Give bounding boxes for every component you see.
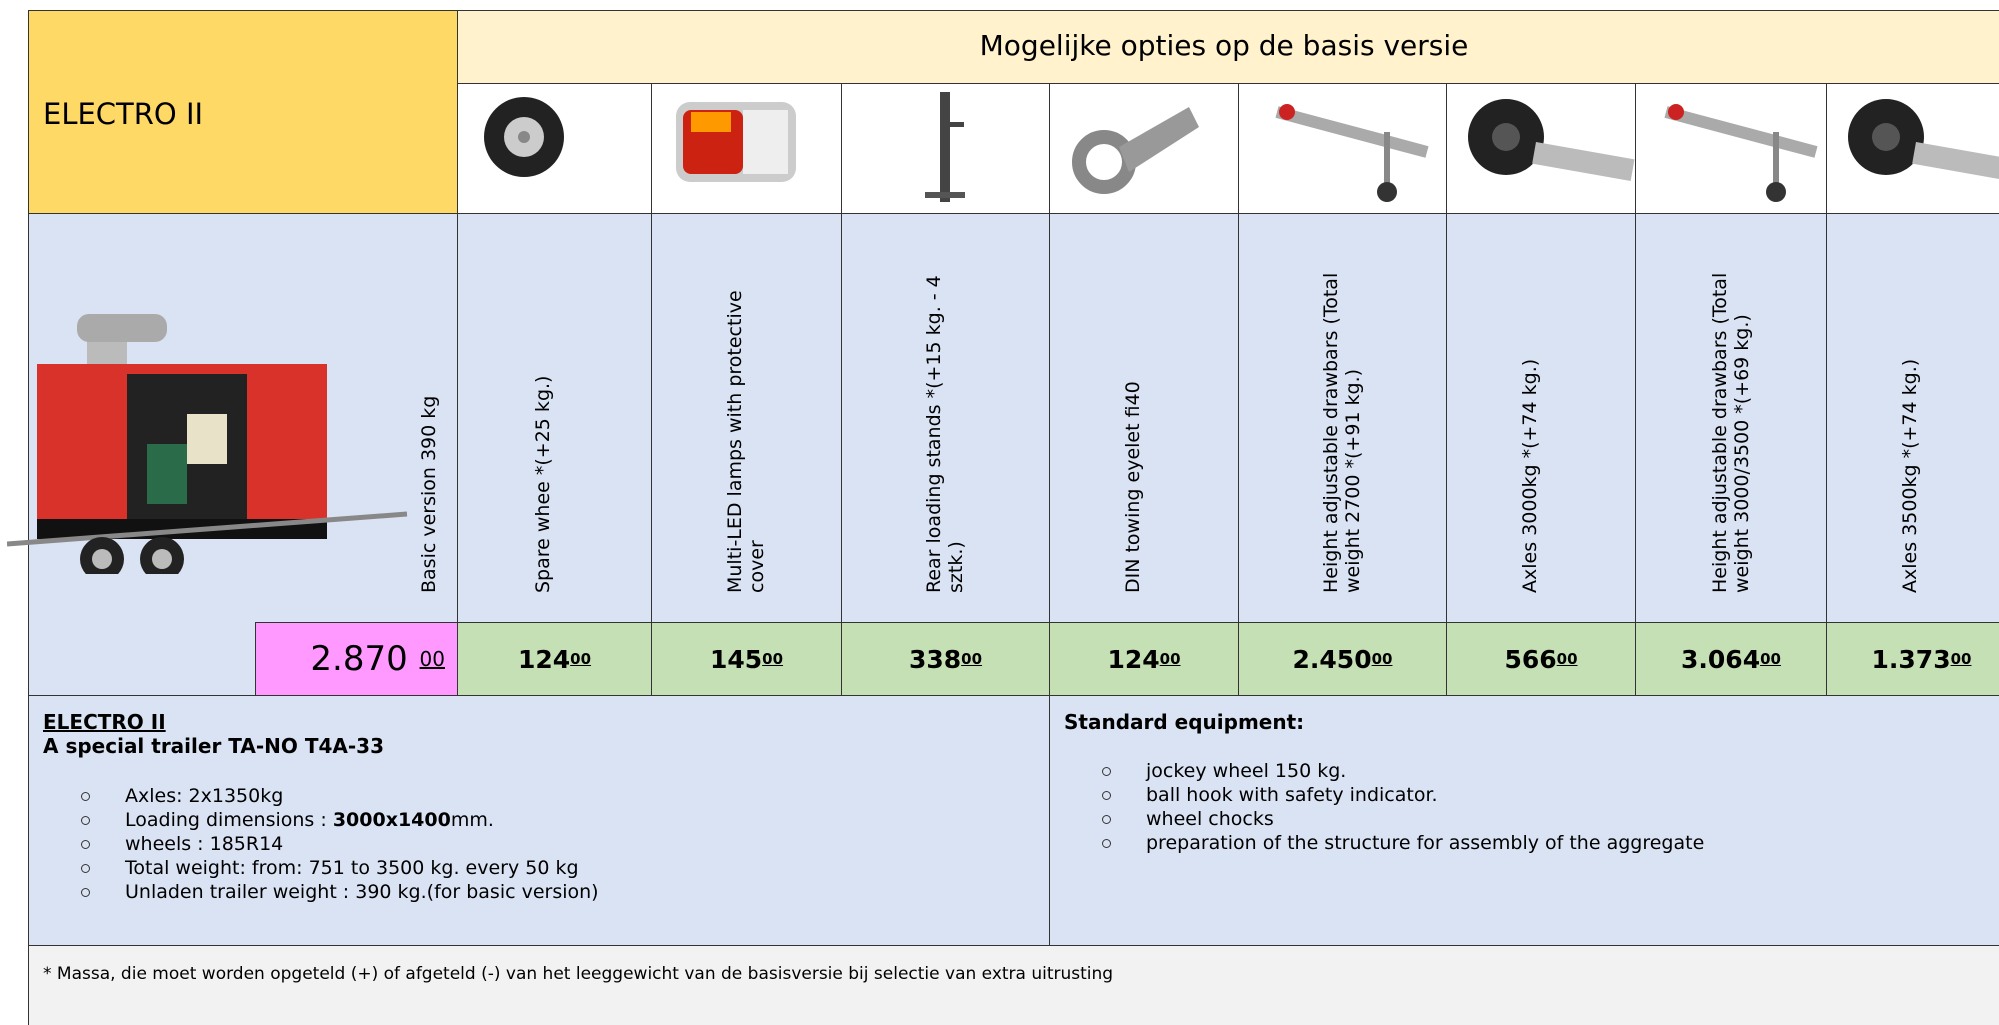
label-cell bbox=[1238, 213, 1447, 623]
item-text: preparation of the structure for assembl… bbox=[1146, 832, 1705, 854]
label-cell bbox=[1049, 213, 1239, 623]
item-text: Total weight: from: 751 to 3500 kg. ever… bbox=[125, 857, 579, 879]
price-cell: 566 00 bbox=[1446, 622, 1636, 696]
option-label: Multi-LED lamps with protective cover bbox=[724, 290, 768, 593]
item-text: ball hook with safety indicator. bbox=[1146, 784, 1438, 806]
price-cell: 338 00 bbox=[841, 622, 1050, 696]
price-cell: 1.373 00 bbox=[1826, 622, 1999, 696]
desc-title: ELECTRO II bbox=[43, 710, 166, 734]
option-label: Spare whee *(+25 kg.) bbox=[532, 375, 554, 593]
cents: 00 bbox=[762, 650, 784, 668]
option-image bbox=[676, 102, 796, 182]
option-label: Axles 3500kg *(+74 kg.) bbox=[1899, 358, 1921, 593]
standard: Standard equipment: jockey wheel 150 kg.… bbox=[1049, 695, 1999, 946]
standard-item: jockey wheel 150 kg. bbox=[1050, 759, 1704, 783]
basic-price: 2.870 00 bbox=[255, 622, 458, 696]
option-image bbox=[1663, 104, 1818, 202]
option-image bbox=[1275, 104, 1429, 202]
cents: 00 bbox=[1760, 650, 1781, 668]
item-after: mm. bbox=[450, 809, 494, 831]
options-title: Mogelijke opties op de basis versie bbox=[979, 29, 1469, 62]
option-image bbox=[1848, 99, 1999, 182]
label-cell bbox=[841, 213, 1050, 623]
product-name: ELECTRO II bbox=[43, 97, 204, 131]
bullet bbox=[81, 840, 90, 849]
price-cell: 2.450 00 bbox=[1238, 622, 1447, 696]
item-text: wheel chocks bbox=[1146, 808, 1274, 830]
bullet bbox=[1102, 815, 1111, 824]
option-image bbox=[925, 92, 965, 202]
desc-item: wheels : 185R14 bbox=[29, 832, 599, 856]
label-cell bbox=[1826, 213, 1999, 623]
label-cell bbox=[457, 213, 652, 623]
bullet bbox=[81, 888, 90, 897]
item-text: Unladen trailer weight : 390 kg.(for bas… bbox=[125, 881, 599, 903]
label-cell bbox=[1446, 213, 1636, 623]
desc-item: Total weight: from: 751 to 3500 kg. ever… bbox=[29, 856, 599, 880]
options-header: Mogelijke opties op de basis versie bbox=[457, 10, 1999, 84]
price: 1.373 bbox=[1871, 644, 1951, 674]
price-cell: 145 00 bbox=[651, 622, 842, 696]
item-text: Loading dimensions : bbox=[125, 809, 333, 831]
option-image bbox=[1071, 107, 1199, 194]
cents: 00 bbox=[1950, 650, 1972, 668]
standard-item: preparation of the structure for assembl… bbox=[1050, 831, 1704, 855]
price: 124 bbox=[1107, 644, 1160, 674]
description: ELECTRO II A special trailer TA-NO T4A-3… bbox=[28, 695, 1050, 946]
desc-subtitle: A special trailer TA-NO T4A-33 bbox=[43, 734, 385, 758]
bullet bbox=[1102, 839, 1111, 848]
standard-title: Standard equipment: bbox=[1064, 710, 1305, 734]
bullet bbox=[81, 864, 90, 873]
bullet bbox=[81, 792, 90, 801]
price: 124 bbox=[517, 644, 571, 674]
footnote: * Massa, die moet worden opgeteld (+) of… bbox=[43, 964, 1114, 984]
price-cell: 124 00 bbox=[1049, 622, 1239, 696]
cents: 00 bbox=[961, 650, 983, 668]
cents: 00 bbox=[419, 647, 445, 671]
standard-item: ball hook with safety indicator. bbox=[1050, 783, 1704, 807]
price: 2.450 bbox=[1292, 644, 1372, 674]
price-cell: 124 00 bbox=[457, 622, 652, 696]
option-label: Height adjustable drawbars (Total weight… bbox=[1708, 272, 1753, 593]
bullet bbox=[81, 816, 90, 825]
cents: 00 bbox=[1371, 650, 1393, 668]
basic-label: Basic version 390 kg bbox=[418, 395, 440, 593]
option-label: Height adjustable drawbars (Total weight… bbox=[1320, 272, 1364, 593]
label-cell bbox=[651, 213, 842, 623]
price-cell: 3.064 00 bbox=[1635, 622, 1827, 696]
basic-cell bbox=[7, 213, 458, 696]
price: 145 bbox=[709, 644, 763, 674]
cents: 00 bbox=[570, 650, 592, 668]
price: 566 bbox=[1504, 644, 1557, 674]
generator-image bbox=[7, 314, 408, 574]
price: 338 bbox=[908, 644, 962, 674]
option-image bbox=[1467, 99, 1634, 182]
bullet bbox=[1102, 767, 1111, 776]
option-label: DIN towing eyelet fi40 bbox=[1121, 381, 1144, 593]
price: 2.870 bbox=[310, 639, 408, 679]
item-text: Axles: 2x1350kg bbox=[125, 785, 284, 807]
item-bold: 3000x1400 bbox=[332, 809, 451, 831]
option-label: Axles 3000kg *(+74 kg.) bbox=[1518, 358, 1541, 593]
desc-item: Loading dimensions : 3000x1400mm. bbox=[29, 808, 599, 832]
standard-item: wheel chocks bbox=[1050, 807, 1704, 831]
bullet bbox=[1102, 791, 1111, 800]
cents: 00 bbox=[1159, 650, 1181, 668]
product-cell: ELECTRO II bbox=[28, 10, 458, 214]
option-image bbox=[484, 97, 564, 177]
desc-item: Axles: 2x1350kg bbox=[29, 784, 599, 808]
footnote-box: * Massa, die moet worden opgeteld (+) of… bbox=[28, 945, 1999, 1025]
desc-item: Unladen trailer weight : 390 kg.(for bas… bbox=[29, 880, 599, 904]
cents: 00 bbox=[1556, 650, 1578, 668]
item-text: wheels : 185R14 bbox=[125, 833, 284, 855]
option-label: Rear loading stands *(+15 kg. - 4 sztk.) bbox=[923, 275, 967, 593]
price: 3.064 bbox=[1681, 644, 1761, 674]
item-text: jockey wheel 150 kg. bbox=[1146, 760, 1347, 782]
